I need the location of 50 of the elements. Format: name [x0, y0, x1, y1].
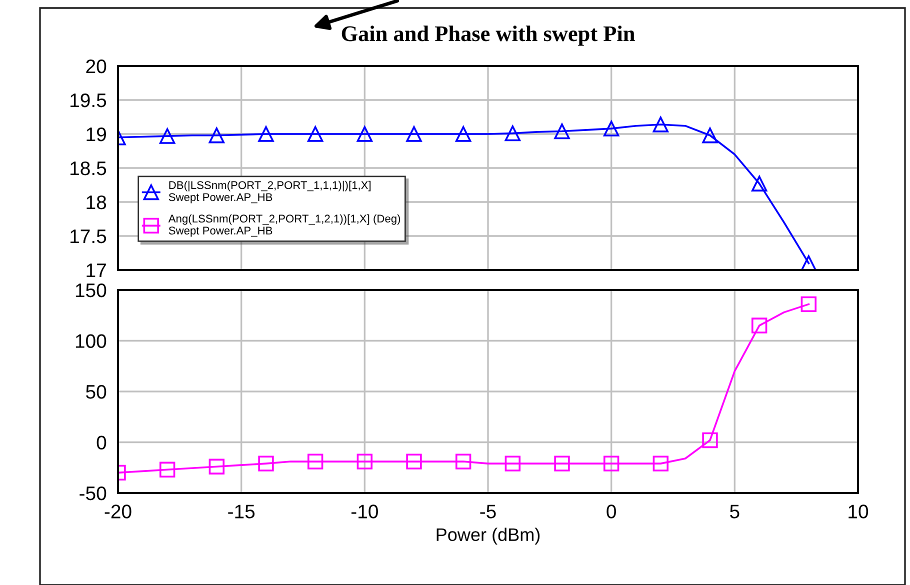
x-tick-label: -5 — [480, 504, 496, 518]
y-tick-label: 17 — [86, 264, 106, 278]
point — [159, 462, 176, 478]
y-tick-label: 17.5 — [70, 230, 106, 244]
y-tick-label: 19 — [86, 127, 106, 142]
legend-label: DB(|LSSnm(PORT_2,PORT_1,1,1)|)[1,X] Swept Power.AP_HB — [168, 180, 371, 204]
x-tick-label: 0 — [606, 504, 616, 518]
point — [504, 456, 521, 472]
point — [504, 125, 521, 142]
point — [751, 318, 768, 334]
x-tick-label: 10 — [848, 504, 868, 518]
point — [800, 296, 817, 312]
y-tick-label: 150 — [76, 283, 106, 298]
point — [554, 456, 570, 472]
x-tick-label: -15 — [228, 504, 255, 518]
y-tick-label: 50 — [86, 384, 106, 399]
point — [258, 456, 274, 472]
point — [208, 458, 225, 474]
point — [702, 432, 718, 448]
point — [406, 126, 422, 142]
x-tick-label: -20 — [104, 504, 132, 518]
point — [356, 454, 373, 470]
point — [652, 456, 669, 472]
x-tick-label: 5 — [730, 504, 740, 518]
point — [603, 120, 620, 136]
point — [652, 116, 669, 132]
point — [455, 126, 472, 142]
y-tick-label: 0 — [96, 436, 106, 450]
chart-title: Gain and Phase with swept Pin — [342, 26, 635, 46]
point — [356, 126, 373, 142]
y-tick-label: 18 — [86, 195, 106, 210]
point — [751, 176, 768, 192]
point — [258, 126, 274, 142]
point — [603, 456, 620, 472]
point — [307, 126, 324, 142]
x-tick-label: -10 — [351, 504, 378, 518]
y-tick-label: 20 — [86, 59, 106, 74]
y-tick-label: 100 — [76, 334, 106, 348]
y-tick-label: 19.5 — [70, 93, 106, 108]
y-tick-label: -50 — [80, 486, 106, 500]
y-tick-label: 18.5 — [70, 161, 106, 176]
point — [455, 454, 472, 470]
legend-label: Ang(LSSnm(PORT_2,PORT_1,2,1))[1,X] (Deg) Swept Power.AP_HB — [168, 214, 400, 237]
point — [406, 454, 422, 470]
point — [307, 454, 324, 470]
point — [208, 128, 225, 144]
x-axis-title: Power (dBm) — [436, 528, 540, 545]
point — [702, 128, 718, 144]
point — [554, 123, 570, 140]
point — [159, 128, 176, 144]
